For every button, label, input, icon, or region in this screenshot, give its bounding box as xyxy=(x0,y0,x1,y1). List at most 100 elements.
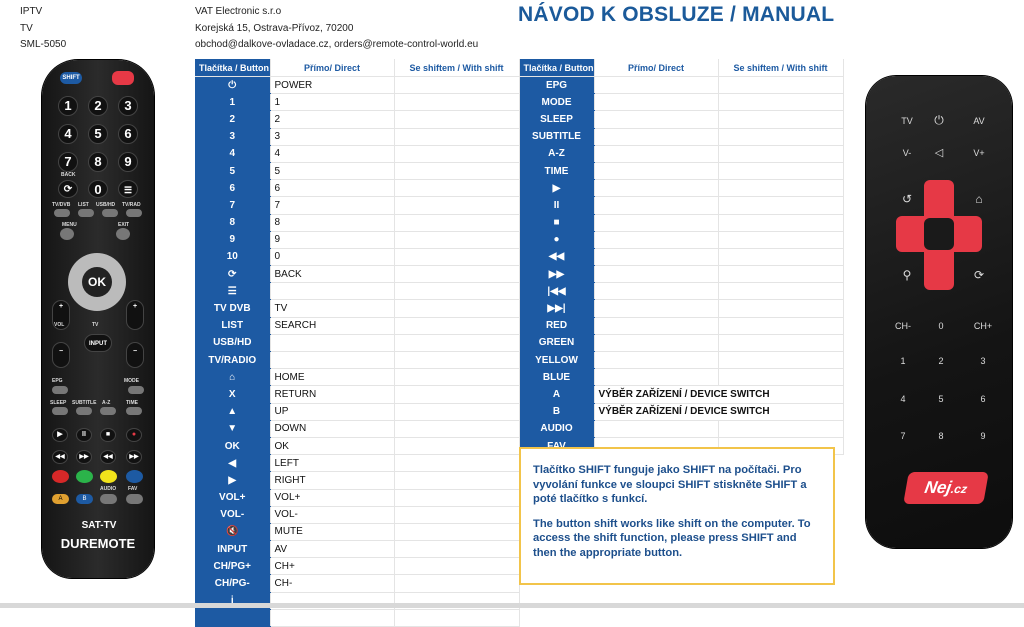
button-name-cell: ☰ xyxy=(195,282,271,301)
table-row: LIST SEARCH RED xyxy=(195,317,844,335)
shift-function-cell xyxy=(394,540,520,559)
button-name-cell: RED xyxy=(519,317,595,335)
direct-function-cell: LEFT xyxy=(270,454,395,473)
col-header-button: Tlačítka / Button xyxy=(195,59,271,77)
table-row xyxy=(195,609,843,627)
shift-function-cell xyxy=(394,299,520,318)
green-button xyxy=(76,470,93,483)
direct-function-cell: POWER xyxy=(270,76,395,95)
direct-function-cell: 3 xyxy=(270,128,395,146)
button-name-cell: X xyxy=(195,385,271,404)
direct-function-cell xyxy=(594,265,719,284)
button-name-cell: A xyxy=(519,385,595,404)
remote-key-3: 3 xyxy=(118,96,138,116)
button-name-cell: 1 xyxy=(195,93,271,112)
direct-function-cell: CH- xyxy=(270,574,395,593)
button-name-cell: TV/RADIO xyxy=(195,351,271,370)
remote-key-2: 2 xyxy=(88,96,108,116)
shift-function-cell xyxy=(718,420,844,438)
exit-label: EXIT xyxy=(118,222,130,228)
direct-function-cell: AV xyxy=(270,540,395,559)
shift-function-cell xyxy=(394,128,520,146)
table-row: TV DVB TV ▶▶| xyxy=(195,299,844,318)
shift-button: SHIFT xyxy=(60,72,82,84)
button-table-left: Tlačítka / Button Přímo/ Direct Se shift… xyxy=(195,59,844,627)
usbhd-button xyxy=(102,209,118,217)
direct-function-cell xyxy=(594,282,719,301)
shift-function-cell xyxy=(394,506,520,524)
shift-function-cell xyxy=(394,609,520,627)
shift-function-cell xyxy=(394,471,520,490)
direct-function-cell: CH+ xyxy=(270,557,395,576)
back-icon: ↺ xyxy=(901,192,913,206)
remote-key-7: 7 xyxy=(900,431,906,441)
direct-function-cell: OK xyxy=(270,437,395,456)
shift-function-cell xyxy=(394,214,520,232)
table-row: 3 3 SUBTITLE xyxy=(195,128,844,146)
remote-key-4: 4 xyxy=(900,394,906,404)
button-name-cell: 5 xyxy=(195,162,271,181)
company-contact: obchod@dalkove-ovladace.cz, orders@remot… xyxy=(195,39,479,50)
direct-function-cell: 9 xyxy=(270,231,395,249)
remote-key-1: 1 xyxy=(58,96,78,116)
a-button: A xyxy=(52,494,69,504)
table-row: 1 1 MODE xyxy=(195,93,844,112)
direct-function-cell xyxy=(270,282,395,301)
nej-cz-logo: Nej.cz xyxy=(903,472,989,504)
table-row: CH/PG- CH- xyxy=(195,574,843,593)
shift-function-cell xyxy=(718,196,844,215)
direct-function-cell: SEARCH xyxy=(270,317,395,335)
direct-function-cell xyxy=(594,317,719,335)
shift-function-cell xyxy=(718,248,844,267)
table-row: X RETURN A VÝBĚR ZAŘÍZENÍ / DEVICE SWITCH xyxy=(195,385,844,404)
remote-key-0: 0 xyxy=(88,180,108,198)
list-button xyxy=(78,209,94,217)
footer-divider xyxy=(0,603,1024,608)
volume-up-icon: + xyxy=(52,300,70,330)
table-row: INPUT AV xyxy=(195,540,843,559)
button-name-cell: 6 xyxy=(195,179,271,198)
refresh-icon: ⟳ xyxy=(973,268,985,282)
direct-function-cell: VÝBĚR ZAŘÍZENÍ / DEVICE SWITCH xyxy=(594,403,844,421)
channel-down-icon: − xyxy=(126,342,144,368)
red-button xyxy=(52,470,69,483)
direct-function-cell: RETURN xyxy=(270,385,395,404)
record-icon: ● xyxy=(126,428,142,442)
remote-key-6: 6 xyxy=(980,394,986,404)
button-name-cell: ■ xyxy=(519,214,595,232)
table-row: ▼ DOWN AUDIO xyxy=(195,420,844,438)
direct-function-cell xyxy=(594,334,719,353)
direct-function-cell xyxy=(594,93,719,112)
volume-down-icon: − xyxy=(52,342,70,368)
epg-button xyxy=(52,386,68,394)
table-row: TV/RADIO YELLOW xyxy=(195,351,844,370)
table-row: 2 2 SLEEP xyxy=(195,110,844,129)
search-icon: ⚲ xyxy=(902,268,912,282)
shift-function-cell xyxy=(394,110,520,129)
button-name-cell: MODE xyxy=(519,93,595,112)
power-icon: ⏻ xyxy=(934,113,944,127)
remote-key-4: 4 xyxy=(58,124,78,144)
subtitle-button xyxy=(76,407,92,415)
button-name-cell: AUDIO xyxy=(519,420,595,438)
col-header-direct-2: Přímo/ Direct xyxy=(594,59,719,77)
table-row: VOL+ VOL+ xyxy=(195,489,843,507)
duremote-logo: DUREMOTE xyxy=(60,536,136,551)
table-row: ▶ RIGHT xyxy=(195,471,843,490)
shift-function-cell xyxy=(394,145,520,163)
col-header-shift: Se shiftem / With shift xyxy=(394,59,520,77)
col-header-direct: Přímo/ Direct xyxy=(270,59,395,77)
shift-function-cell xyxy=(718,265,844,284)
button-name-cell: CH/PG+ xyxy=(195,557,271,576)
button-name-cell: 🔇 xyxy=(195,523,271,542)
sleep-button xyxy=(52,407,68,415)
shift-function-cell xyxy=(394,557,520,576)
direct-function-cell: BACK xyxy=(270,265,395,284)
button-name-cell: ⌂ xyxy=(195,368,271,387)
button-name-cell: II xyxy=(519,196,595,215)
shift-function-cell xyxy=(394,265,520,284)
table-row: ◀ LEFT xyxy=(195,454,843,473)
az-label: A-Z xyxy=(102,400,111,406)
button-name-cell: ▲ xyxy=(195,403,271,421)
back-icon: ⟳ xyxy=(58,180,78,198)
